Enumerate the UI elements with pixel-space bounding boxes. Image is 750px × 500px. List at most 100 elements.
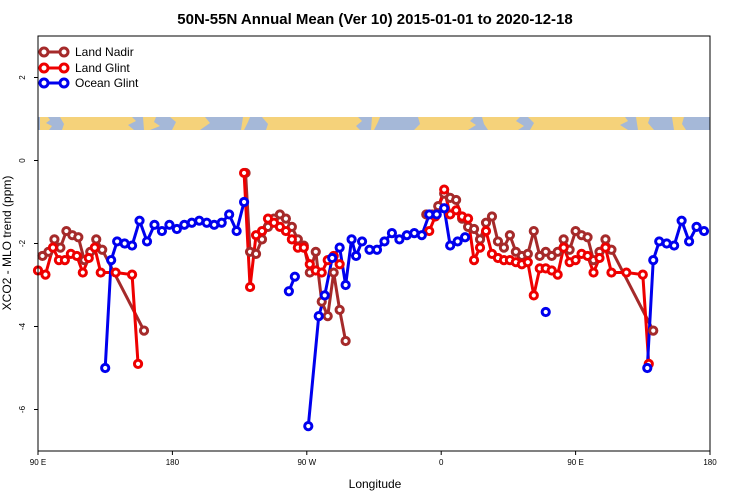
point-ocean-glint	[134, 215, 145, 226]
point-ocean-glint	[303, 421, 314, 432]
point-land-nadir	[498, 242, 510, 253]
point-ocean-glint	[698, 225, 710, 237]
legend-item-land-glint: Land Glint	[38, 61, 130, 75]
point-ocean-glint	[100, 362, 111, 374]
y-tick: 2	[18, 75, 38, 80]
y-tick: -2	[18, 239, 38, 247]
point-ocean-glint	[459, 232, 471, 243]
series-line-land-glint	[37, 246, 140, 364]
point-land-glint	[468, 255, 480, 266]
y-tick-label: 0	[18, 158, 27, 163]
point-land-glint	[558, 242, 569, 253]
point-land-glint	[280, 225, 291, 237]
point-land-glint	[71, 250, 82, 262]
point-land-nadir	[91, 234, 102, 245]
point-ocean-glint	[350, 250, 362, 262]
point-ocean-glint	[386, 228, 398, 239]
point-ocean-glint	[452, 236, 463, 247]
point-ocean-glint	[669, 240, 680, 251]
point-land-nadir	[492, 236, 504, 247]
legend-marker-right	[58, 77, 70, 89]
point-ocean-glint	[319, 290, 330, 301]
point-ocean-glint	[283, 286, 294, 297]
point-ocean-glint	[216, 217, 227, 228]
point-ocean-glint	[334, 242, 345, 253]
point-land-nadir	[558, 234, 569, 245]
point-land-glint	[286, 234, 297, 245]
point-land-nadir	[474, 234, 486, 245]
y-axis-label: XCO2 - MLO trend (ppm)	[0, 176, 14, 311]
point-land-glint	[316, 267, 327, 278]
x-tick: 90 W	[297, 451, 317, 467]
point-land-glint	[474, 242, 486, 253]
x-tick-label: 90 W	[297, 458, 316, 467]
point-ocean-glint	[648, 255, 659, 266]
legend-marker-left	[38, 77, 50, 89]
point-land-nadir	[328, 267, 339, 278]
point-land-glint	[462, 213, 474, 224]
point-ocean-glint	[238, 196, 250, 208]
point-land-glint	[132, 358, 144, 369]
point-land-glint	[110, 267, 121, 278]
chart-title: 50N-55N Annual Mean (Ver 10) 2015-01-01 …	[177, 11, 572, 28]
x-axis: 90 E 180 90 W 0 90 E 180	[30, 451, 717, 467]
point-land-glint	[637, 269, 648, 280]
point-land-glint	[95, 267, 106, 278]
y-tick-label: -2	[18, 239, 27, 247]
point-land-glint	[588, 267, 599, 278]
point-ocean-glint	[540, 306, 551, 318]
x-tick: 180	[703, 451, 717, 467]
x-tick-label: 180	[166, 458, 180, 467]
point-land-glint	[621, 267, 632, 278]
point-land-glint	[606, 267, 617, 278]
y-tick-label: -6	[18, 405, 27, 413]
point-land-nadir	[522, 248, 533, 259]
point-land-nadir	[468, 223, 480, 235]
legend-marker-right	[58, 62, 70, 74]
point-ocean-glint	[439, 203, 450, 214]
point-land-nadir	[310, 246, 321, 257]
point-ocean-glint	[164, 219, 175, 230]
point-land-glint	[256, 225, 268, 237]
point-land-nadir	[600, 234, 611, 245]
point-ocean-glint	[156, 225, 168, 237]
point-land-glint	[47, 242, 59, 253]
point-ocean-glint	[149, 219, 160, 230]
point-land-nadir	[280, 213, 291, 224]
point-land-glint	[594, 252, 605, 264]
point-land-nadir	[334, 304, 345, 315]
point-ocean-glint	[691, 221, 702, 232]
y-tick: -6	[18, 405, 38, 413]
point-land-glint	[582, 250, 593, 262]
point-ocean-glint	[126, 240, 138, 251]
point-land-glint	[83, 252, 94, 264]
series-layer	[32, 167, 710, 432]
point-land-glint	[424, 225, 435, 237]
legend-marker-left	[38, 46, 50, 58]
point-ocean-glint	[356, 236, 368, 247]
point-ocean-glint	[231, 225, 242, 237]
point-ocean-glint	[379, 236, 390, 247]
point-land-glint	[522, 257, 533, 268]
x-tick: 0	[439, 451, 444, 467]
point-land-nadir	[451, 194, 462, 206]
point-land-glint	[334, 259, 345, 270]
point-land-glint	[89, 242, 100, 253]
point-land-glint	[126, 269, 138, 280]
point-land-glint	[451, 205, 462, 216]
point-land-glint	[570, 255, 581, 266]
point-land-glint	[77, 267, 88, 278]
legend-label-ocean-glint: Ocean Glint	[75, 76, 139, 90]
point-ocean-glint	[106, 255, 117, 266]
legend: Land Nadir Land Glint Ocean Glint	[38, 45, 139, 90]
x-tick: 90 E	[30, 451, 46, 467]
point-land-nadir	[486, 211, 498, 222]
point-ocean-glint	[676, 215, 687, 226]
point-land-nadir	[73, 232, 84, 243]
legend-label-land-nadir: Land Nadir	[75, 45, 134, 59]
point-ocean-glint	[340, 279, 351, 291]
point-ocean-glint	[394, 234, 405, 245]
point-land-nadir	[322, 311, 333, 322]
land-band	[40, 117, 686, 130]
